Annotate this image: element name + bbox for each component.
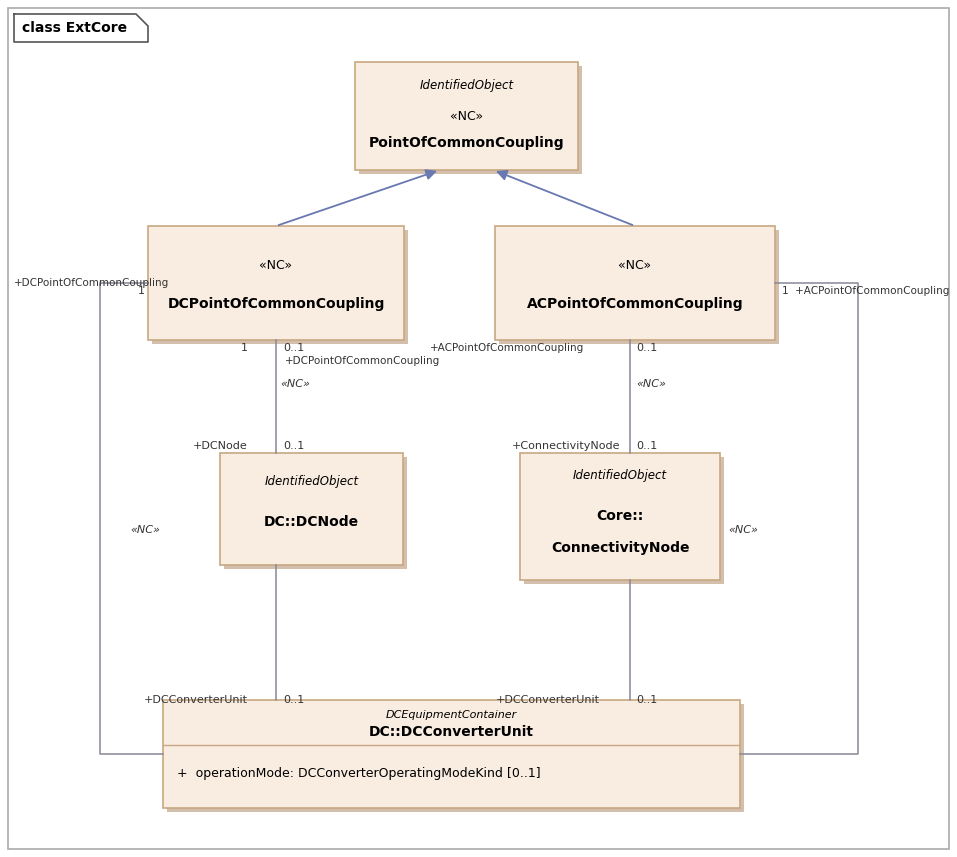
Bar <box>167 704 744 812</box>
Text: «NC»: «NC» <box>728 525 758 535</box>
Text: +ConnectivityNode: +ConnectivityNode <box>511 441 620 451</box>
Text: IdentifiedObject: IdentifiedObject <box>573 470 667 482</box>
Text: 0..1: 0..1 <box>283 695 304 705</box>
Text: +DCNode: +DCNode <box>193 441 248 451</box>
Text: +DCPointOfCommonCoupling: +DCPointOfCommonCoupling <box>14 278 169 288</box>
Text: «NC»: «NC» <box>130 525 160 535</box>
Text: ConnectivityNode: ConnectivityNode <box>550 542 689 555</box>
Text: PointOfCommonCoupling: PointOfCommonCoupling <box>368 136 565 150</box>
Text: +  operationMode: DCConverterOperatingModeKind [0..1]: + operationMode: DCConverterOperatingMod… <box>177 766 541 780</box>
Bar <box>152 230 408 344</box>
Text: IdentifiedObject: IdentifiedObject <box>419 79 514 93</box>
Bar <box>524 457 724 584</box>
Text: IdentifiedObject: IdentifiedObject <box>264 475 359 488</box>
Bar <box>520 453 720 580</box>
Text: «NC»: «NC» <box>618 260 652 273</box>
Text: 1: 1 <box>138 286 145 296</box>
Text: DC::DCNode: DC::DCNode <box>264 515 359 530</box>
Text: 0..1: 0..1 <box>283 343 304 353</box>
Text: +DCPointOfCommonCoupling: +DCPointOfCommonCoupling <box>285 356 440 366</box>
Bar <box>14 14 148 42</box>
Text: «NC»: «NC» <box>259 260 293 273</box>
Text: 0..1: 0..1 <box>636 695 657 705</box>
Text: 1: 1 <box>241 343 248 353</box>
Bar <box>495 226 775 340</box>
Text: +DCConverterUnit: +DCConverterUnit <box>144 695 248 705</box>
Text: «NC»: «NC» <box>280 379 310 389</box>
Text: 1  +ACPointOfCommonCoupling: 1 +ACPointOfCommonCoupling <box>782 286 949 296</box>
Text: +ACPointOfCommonCoupling: +ACPointOfCommonCoupling <box>430 343 585 353</box>
Bar <box>359 66 582 174</box>
Text: 0..1: 0..1 <box>636 441 657 451</box>
Bar <box>220 453 403 565</box>
Bar <box>224 457 407 569</box>
Text: Core::: Core:: <box>596 510 644 524</box>
Text: 0..1: 0..1 <box>283 441 304 451</box>
Text: «NC»: «NC» <box>450 110 483 123</box>
Text: DCPointOfCommonCoupling: DCPointOfCommonCoupling <box>167 297 385 310</box>
Text: 0..1: 0..1 <box>636 343 657 353</box>
Text: DCEquipmentContainer: DCEquipmentContainer <box>386 710 517 720</box>
Bar <box>148 226 404 340</box>
Bar <box>355 62 578 170</box>
Bar <box>499 230 779 344</box>
Text: DC::DCConverterUnit: DC::DCConverterUnit <box>369 725 534 739</box>
Text: ACPointOfCommonCoupling: ACPointOfCommonCoupling <box>526 297 744 310</box>
Text: «NC»: «NC» <box>636 379 666 389</box>
Text: +DCConverterUnit: +DCConverterUnit <box>496 695 600 705</box>
Bar <box>163 700 740 808</box>
Text: class ExtCore: class ExtCore <box>22 21 127 35</box>
